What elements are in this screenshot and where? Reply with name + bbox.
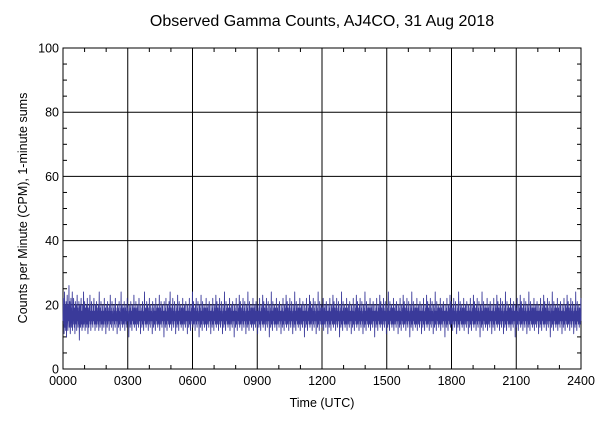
x-tick-label: 1800 [438,374,466,388]
x-tick-label: 1200 [308,374,336,388]
series-line-0 [62,285,582,341]
x-tick-label: 0300 [114,374,142,388]
y-tick-label: 40 [45,234,59,248]
y-tick-labels: 0 20 40 60 80 100 [38,42,59,377]
y-axis-label: Counts per Minute (CPM), 1-minute sums [16,93,30,324]
series-group [62,285,582,341]
y-tick-label: 100 [38,42,59,56]
y-tick-label: 60 [45,170,59,184]
y-tick-label: 20 [45,298,59,312]
x-tick-labels: 0000 0300 0600 0900 1200 1500 1800 2100 2400 [49,374,595,388]
y-tick-label: 0 [52,363,59,377]
x-axis-label: Time (UTC) [290,396,355,410]
x-tick-label: 2100 [502,374,530,388]
plot-frame [62,47,582,370]
x-tick-label: 0900 [243,374,271,388]
y-tick-label: 80 [45,106,59,120]
x-tick-label: 1500 [373,374,401,388]
chart-title: Observed Gamma Counts, AJ4CO, 31 Aug 201… [150,13,494,30]
x-tick-label: 0600 [179,374,207,388]
x-tick-label: 0000 [49,374,77,388]
x-tick-label: 2400 [567,374,595,388]
grid [63,48,581,369]
